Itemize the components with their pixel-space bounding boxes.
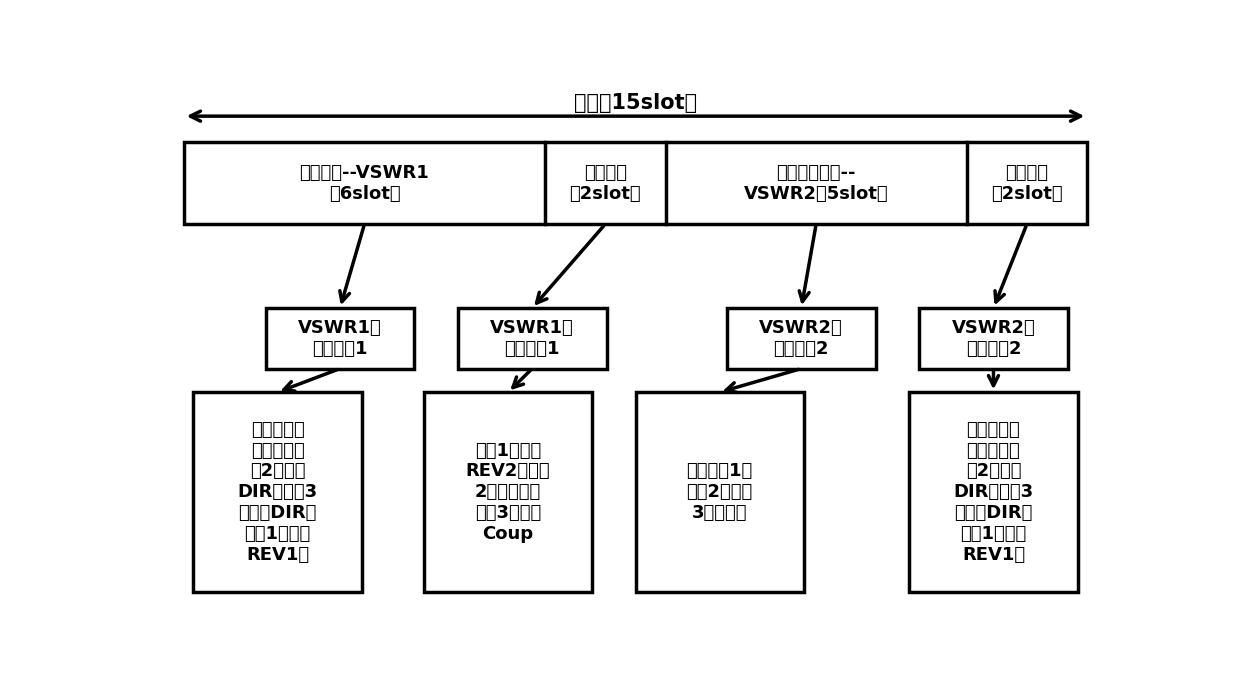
Text: VSWR1大
于预设值1: VSWR1大 于预设值1: [298, 319, 382, 358]
Bar: [635, 392, 804, 592]
Bar: [424, 392, 593, 592]
Bar: [193, 392, 362, 592]
Text: 切换隔离
（2slot）: 切换隔离 （2slot）: [569, 164, 641, 203]
Text: VSWR1小
于预设值1: VSWR1小 于预设值1: [490, 319, 574, 358]
Bar: [727, 308, 875, 369]
Text: 保持开关1，
开关2和开关
3状态不变: 保持开关1， 开关2和开关 3状态不变: [687, 462, 753, 522]
Text: 天馈连接检测--
VSWR2（5slot）: 天馈连接检测-- VSWR2（5slot）: [744, 164, 889, 203]
Bar: [919, 308, 1068, 369]
Text: 驻波检测--VSWR1
（6slot）: 驻波检测--VSWR1 （6slot）: [300, 164, 429, 203]
Text: 开关1切换至
REV2，开关
2保持不变，
开关3切换至
Coup: 开关1切换至 REV2，开关 2保持不变， 开关3切换至 Coup: [466, 442, 551, 543]
Bar: [184, 143, 1087, 224]
Text: 切换隔离
（2slot）: 切换隔离 （2slot）: [991, 164, 1063, 203]
Bar: [909, 392, 1078, 592]
Bar: [265, 308, 414, 369]
Text: VSWR2大
于预设值2: VSWR2大 于预设值2: [759, 319, 843, 358]
Text: 一帧（15slot）: 一帧（15slot）: [574, 93, 697, 113]
Text: 进入外置天
线模式（开
关2切换至
DIR，开关3
切换至DIR，
开关1切换至
REV1）: 进入外置天 线模式（开 关2切换至 DIR，开关3 切换至DIR， 开关1切换至…: [238, 421, 317, 563]
Bar: [458, 308, 606, 369]
Text: 进入外置天
线模式（开
关2切换至
DIR，开关3
切换至DIR，
开关1切换至
REV1）: 进入外置天 线模式（开 关2切换至 DIR，开关3 切换至DIR， 开关1切换至…: [954, 421, 1033, 563]
Text: VSWR2小
于预设值2: VSWR2小 于预设值2: [951, 319, 1035, 358]
